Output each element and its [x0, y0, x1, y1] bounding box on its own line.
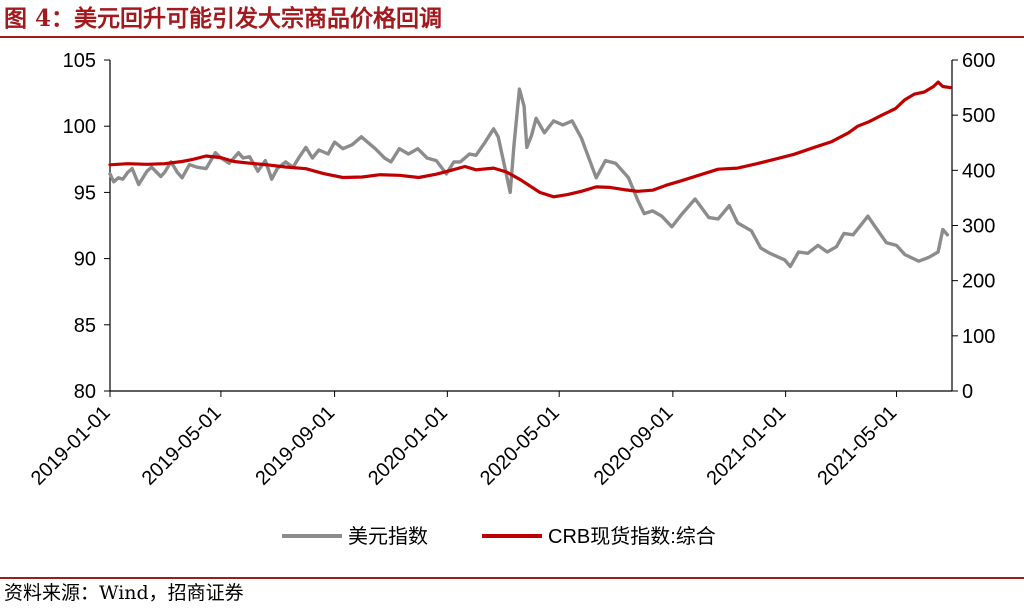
right-y-tick-label: 100	[962, 326, 995, 348]
x-tick-label: 2020-05-01	[476, 402, 564, 490]
x-tick-label: 2019-09-01	[251, 402, 339, 490]
legend-label-usd: 美元指数	[348, 525, 428, 548]
x-tick-label: 2020-09-01	[590, 402, 678, 490]
left-y-tick-label: 85	[74, 315, 96, 337]
right-y-tick-label: 300	[962, 216, 995, 238]
figure-title: 图 4：美元回升可能引发大宗商品价格回调	[4, 5, 443, 32]
right-y-tick-label: 500	[962, 105, 995, 127]
x-tick-label: 2019-01-01	[27, 402, 115, 490]
source-divider	[0, 577, 1024, 579]
right-y-tick-label: 600	[962, 50, 995, 72]
title-divider	[0, 36, 1024, 38]
right-y-tick-label: 0	[962, 381, 973, 403]
crb-index-line	[108, 80, 952, 199]
left-y-tick-label: 100	[63, 116, 96, 138]
right-y-tick-label: 200	[962, 271, 995, 293]
x-tick-label: 2021-01-01	[702, 402, 790, 490]
figure-source: 资料来源：Wind，招商证券	[4, 582, 244, 604]
left-y-tick-label: 90	[74, 249, 96, 271]
legend-label-crb: CRB现货指数:综合	[548, 525, 716, 548]
right-y-tick-label: 400	[962, 160, 995, 182]
chart-canvas: 80 85 90 95 100 105 0 100 200 300 400 500 600 2019-01…	[27, 50, 996, 548]
usd-index-line	[108, 87, 950, 269]
left-y-tick-label: 105	[63, 50, 96, 72]
x-tick-label: 2019-05-01	[138, 402, 226, 490]
left-y-tick-label: 95	[74, 182, 96, 204]
left-y-tick-label: 80	[74, 381, 96, 403]
x-tick-label: 2020-01-01	[364, 402, 452, 490]
x-tick-label: 2021-05-01	[813, 402, 901, 490]
